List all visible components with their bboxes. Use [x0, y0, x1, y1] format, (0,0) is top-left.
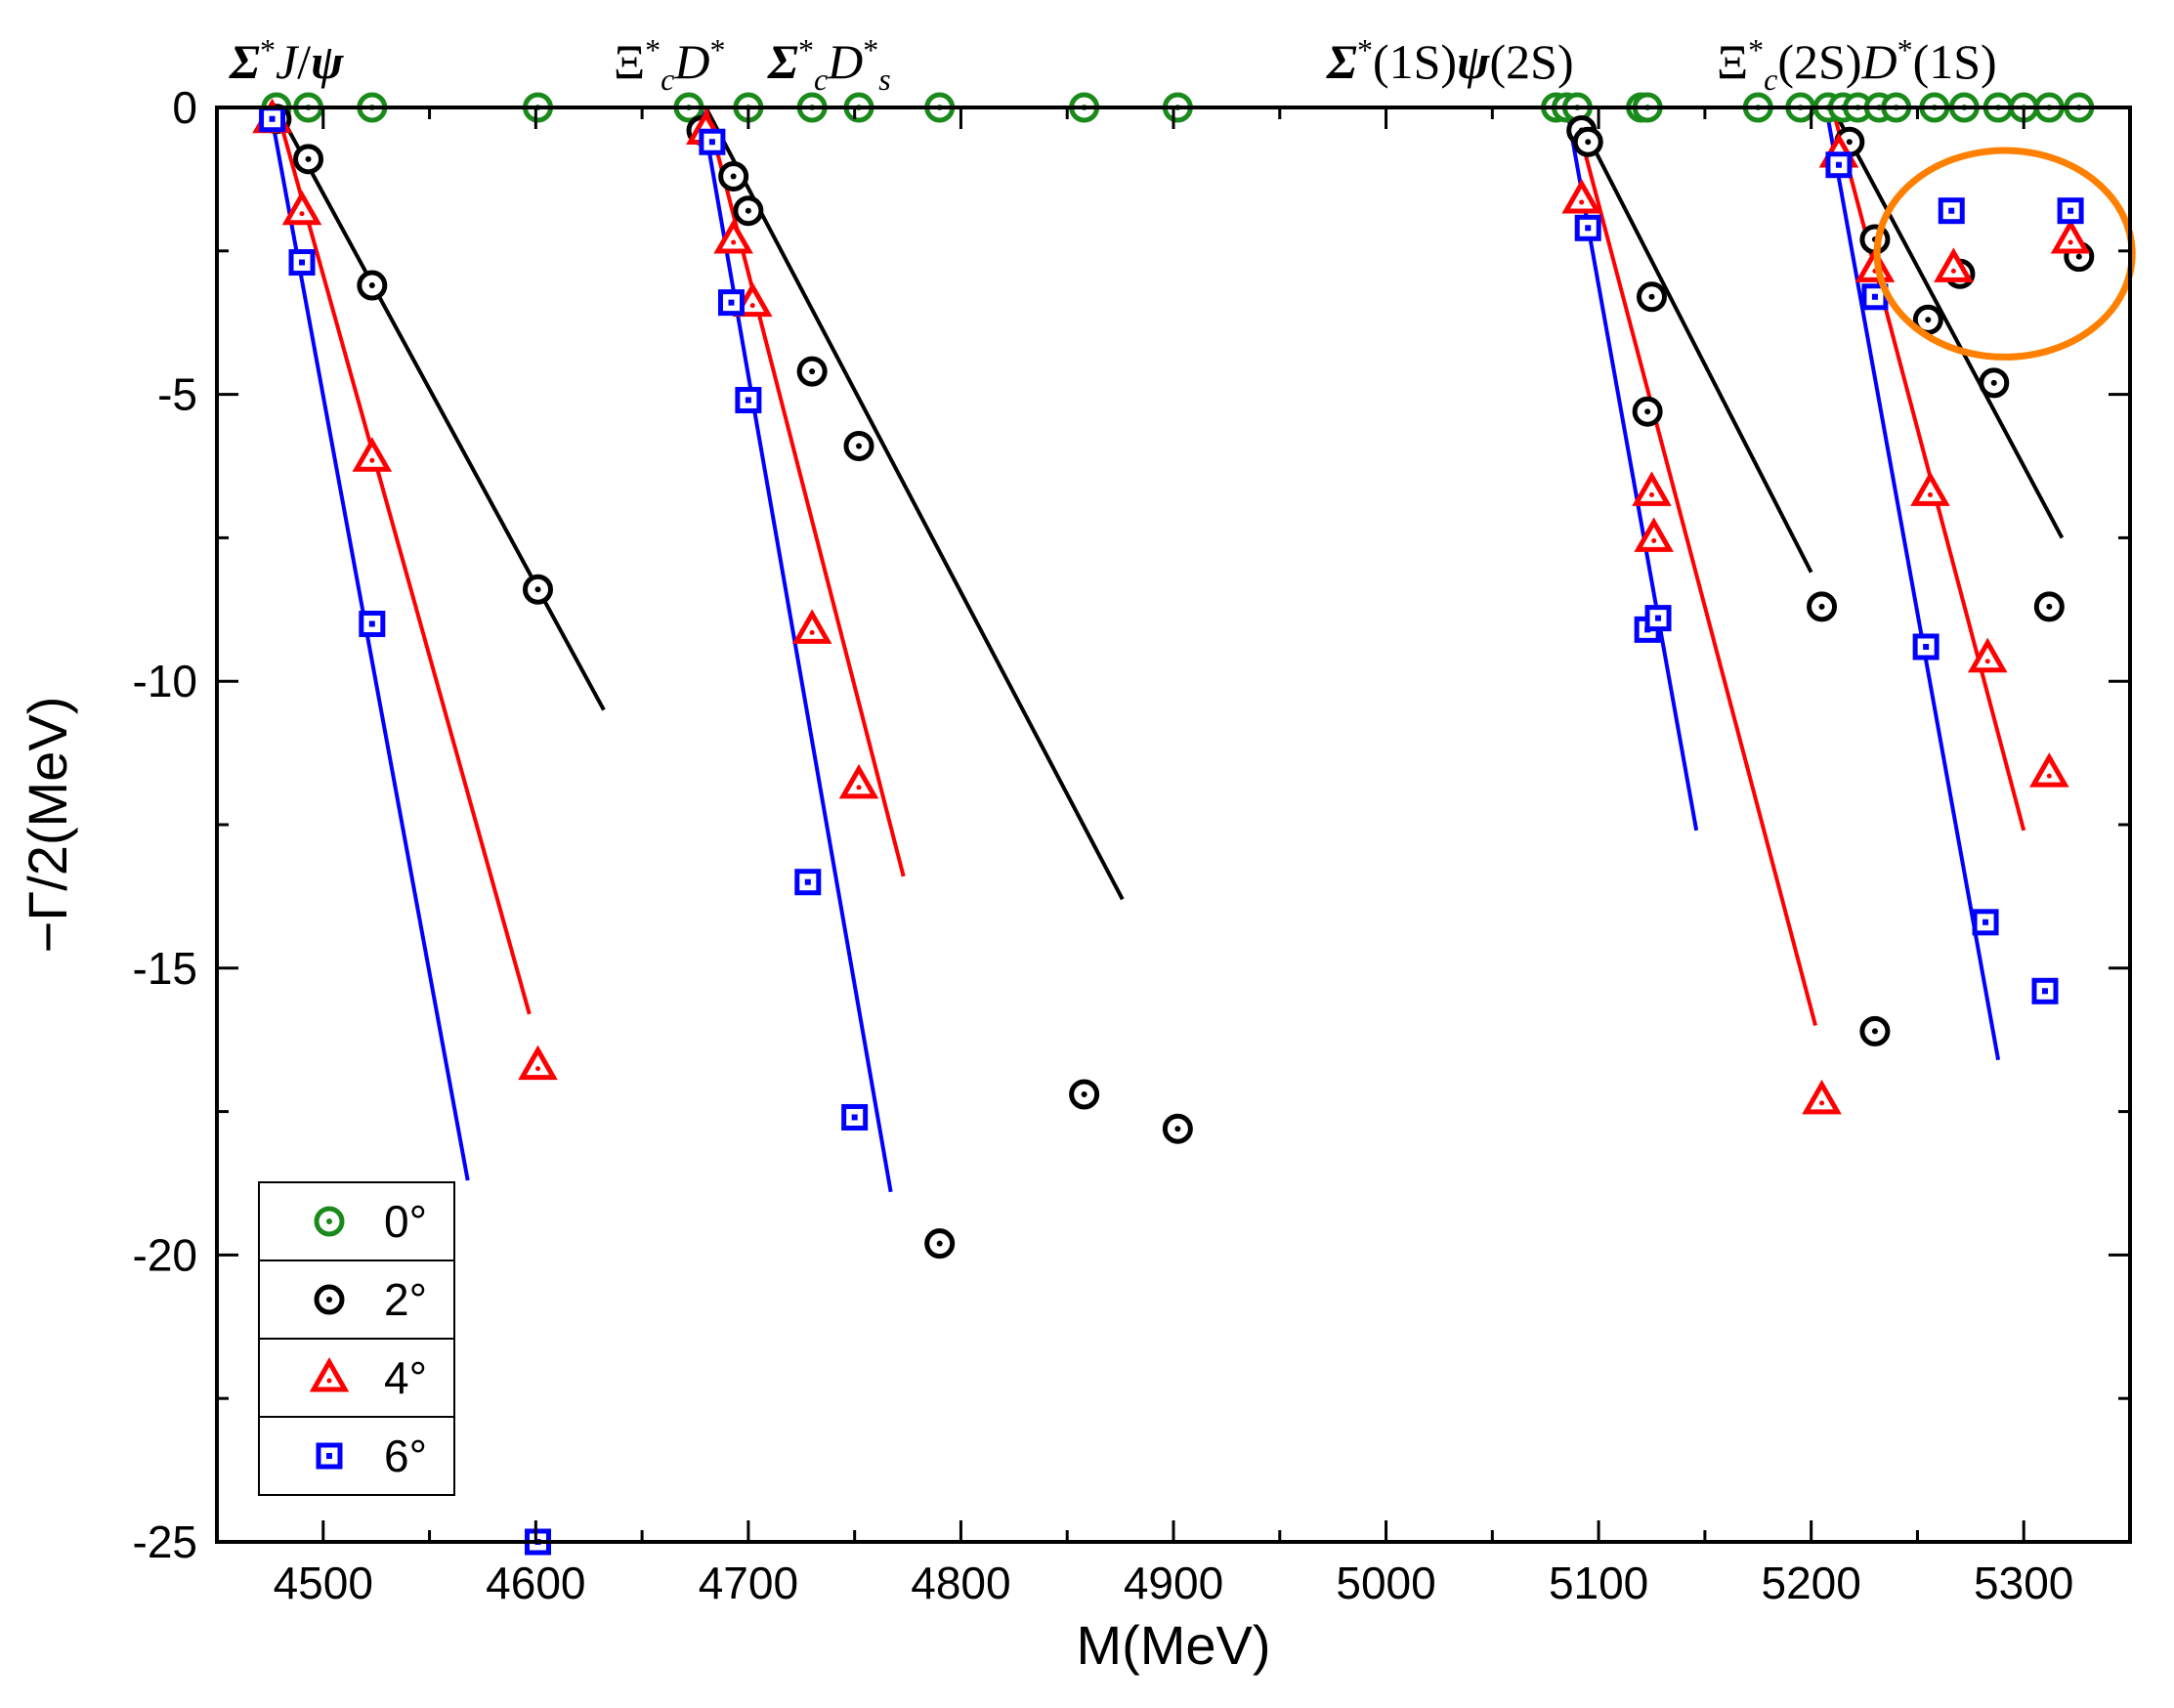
data-point — [733, 195, 764, 227]
data-point — [1912, 633, 1940, 661]
data-point — [791, 609, 832, 644]
data-point — [1859, 1015, 1891, 1046]
threshold-label: Σ*cD*s — [767, 32, 891, 97]
data-point — [2050, 219, 2091, 254]
y-tick-label: 0 — [172, 82, 197, 133]
data-point — [1938, 197, 1965, 225]
data-point — [1632, 471, 1672, 506]
data-point — [713, 219, 753, 254]
x-tick-label: 4700 — [699, 1558, 798, 1608]
threshold-label: Σ*J/ψ — [229, 32, 344, 89]
data-point — [259, 106, 286, 133]
fit-line — [1830, 107, 2026, 832]
legend: 0° 2° 4° 6° — [258, 1181, 455, 1496]
data-point — [1967, 637, 2008, 673]
data-point — [281, 190, 322, 226]
data-point — [1802, 1079, 1842, 1115]
legend-entry: 0° — [384, 1196, 427, 1247]
highlight-layer — [1873, 147, 2136, 361]
data-point — [735, 386, 762, 413]
data-point — [1572, 126, 1603, 157]
data-point — [1162, 1113, 1193, 1144]
data-point — [2031, 977, 2059, 1004]
legend-marker — [314, 1206, 345, 1237]
data-point — [732, 281, 773, 318]
legend-entry: 4° — [384, 1352, 427, 1403]
x-tick-label: 5000 — [1336, 1558, 1435, 1608]
threshold-labels: Σ*J/ψ Ξ*cD* Σ*cD*s Σ*(1S)ψ(2S) Ξ*c(2S)D*(1S) — [229, 32, 1997, 97]
x-axis-title: M(MeV) — [1076, 1614, 1270, 1676]
legend-marker — [314, 1284, 345, 1315]
fit-line — [1823, 107, 2001, 1061]
data-point — [699, 128, 726, 155]
data-point — [1561, 178, 1602, 214]
threshold-label: Σ*(1S)ψ(2S) — [1326, 32, 1574, 89]
data-point — [794, 869, 822, 896]
data-point — [2033, 591, 2065, 622]
x-tick-label: 5300 — [1974, 1558, 2073, 1608]
legend-marker — [309, 1356, 350, 1392]
legend-marker — [316, 1442, 343, 1470]
data-point — [1574, 214, 1601, 241]
data-point — [288, 249, 316, 277]
y-tick-label: -15 — [133, 943, 197, 994]
data-point — [1934, 247, 1974, 282]
data-point — [924, 1228, 956, 1260]
data-point — [357, 270, 388, 301]
x-tick-label: 4800 — [911, 1558, 1010, 1608]
x-tick-label: 4500 — [274, 1558, 373, 1608]
fit-line — [1830, 107, 2065, 539]
fit-line — [1571, 107, 1813, 574]
data-point — [352, 437, 393, 472]
highlight-ellipse — [1873, 147, 2136, 361]
data-point — [717, 289, 745, 317]
fit-line — [1571, 107, 1817, 1027]
x-tick-label: 5200 — [1761, 1558, 1860, 1608]
data-point — [1972, 909, 1999, 936]
fit-line — [700, 107, 893, 1193]
data-point — [523, 574, 554, 605]
fit-line — [703, 107, 1125, 901]
data-point — [1637, 281, 1667, 313]
fit-line — [268, 107, 470, 1181]
x-tick-label: 4900 — [1124, 1558, 1223, 1608]
y-tick-label: -10 — [133, 656, 197, 706]
data-point — [718, 160, 749, 192]
data-point — [843, 430, 874, 461]
fit-line — [274, 107, 532, 1015]
data-point — [1069, 1079, 1100, 1110]
legend-items: 0° 2° 4° 6° — [259, 1196, 454, 1481]
data-point — [359, 610, 386, 637]
threshold-label: Ξ*cD* — [614, 32, 725, 97]
data-point — [838, 763, 879, 799]
data-point — [2029, 752, 2069, 788]
data-points — [252, 92, 2095, 1556]
data-point — [1634, 517, 1674, 552]
data-point — [518, 1045, 558, 1081]
data-point — [841, 1103, 869, 1131]
data-point — [293, 144, 324, 175]
x-tick-label: 4600 — [486, 1558, 585, 1608]
fit-line — [275, 107, 606, 711]
y-tick-label: -25 — [133, 1516, 197, 1567]
data-point — [1807, 591, 1838, 622]
data-point — [1825, 151, 1853, 179]
y-axis-title: −Γ/2(MeV) — [17, 697, 78, 954]
data-point — [796, 356, 828, 387]
data-point — [1910, 471, 1950, 506]
data-point — [2057, 197, 2084, 225]
data-point — [1632, 396, 1663, 427]
data-point — [1644, 605, 1672, 632]
legend-entry: 2° — [384, 1274, 427, 1325]
threshold-label: Ξ*c(2S)D*(1S) — [1717, 32, 1997, 97]
y-tick-label: -20 — [133, 1229, 197, 1280]
y-tick-label: -5 — [157, 369, 197, 420]
x-tick-label: 5100 — [1549, 1558, 1648, 1608]
legend-entry: 6° — [384, 1430, 427, 1481]
plot-frame — [215, 106, 2132, 1544]
axis-ticks: 4500 4600 4700 4800 4900 5000 5100 5200 5300 0 -5 -… — [133, 82, 2130, 1608]
data-point — [1979, 367, 2010, 399]
fit-lines — [268, 107, 2065, 1193]
